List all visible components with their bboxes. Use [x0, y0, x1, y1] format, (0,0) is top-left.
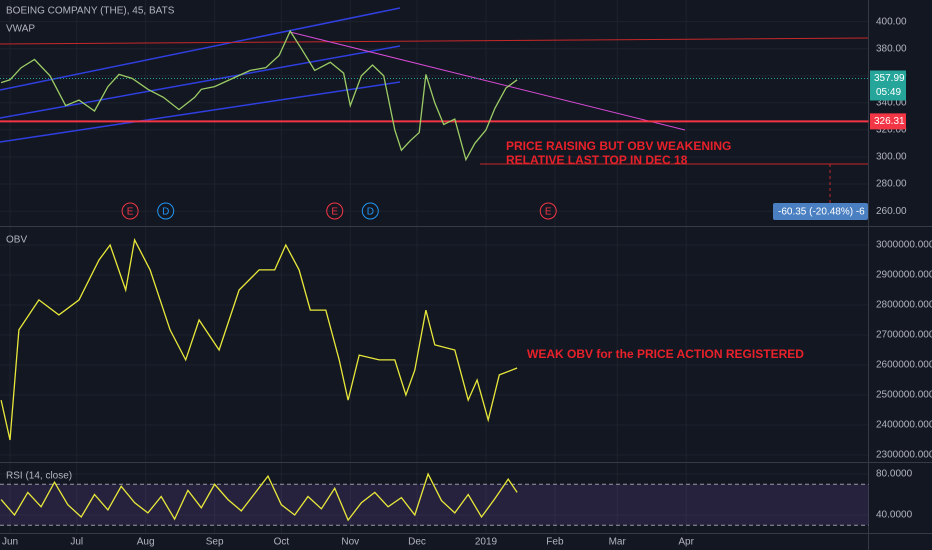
event-label: D	[367, 207, 374, 218]
y-tick-label: 380.00	[876, 43, 907, 54]
resistance-line	[0, 37, 869, 45]
rsi-band	[0, 484, 869, 526]
y-tick-label: 340.00	[876, 97, 907, 108]
y-tick-label: 2400000.0000	[876, 420, 932, 431]
y-tick-label: 2300000.0000	[876, 450, 932, 461]
x-tick-label: Mar	[609, 537, 627, 548]
event-label: E	[331, 207, 338, 218]
event-label: E	[127, 207, 134, 218]
y-tick-label: 320.00	[876, 125, 907, 136]
x-tick-label: Feb	[546, 537, 564, 548]
y-tick-label: 300.00	[876, 152, 907, 163]
trend-line	[289, 31, 686, 131]
event-marker	[157, 202, 175, 220]
trend-channel	[0, 45, 401, 119]
x-tick-label: Nov	[341, 537, 359, 548]
event-marker	[539, 202, 557, 220]
pane-title: OBV	[6, 235, 27, 246]
x-tick-label: Jun	[2, 537, 18, 548]
y-tick-label: 2800000.0000	[876, 300, 932, 311]
event-label: E	[545, 207, 552, 218]
measure-label: -60.35 (-20.48%) -6	[778, 207, 865, 218]
series-line	[0, 237, 518, 441]
y-tick-label: 2600000.0000	[876, 360, 932, 371]
trend-channel	[0, 7, 401, 91]
annotation: WEAK OBV for the PRICE ACTION REGISTERED	[527, 347, 804, 361]
event-marker	[361, 202, 379, 220]
x-tick-label: Sep	[206, 537, 224, 548]
y-tick-label: 280.00	[876, 179, 907, 190]
x-tick-label: Apr	[678, 537, 694, 548]
series-line	[0, 29, 518, 162]
last-price-box	[870, 70, 906, 101]
x-tick-label: Aug	[137, 537, 155, 548]
trend-channel	[0, 81, 401, 143]
indicator-name: VWAP	[6, 24, 35, 35]
pane-title: RSI (14, close)	[6, 471, 72, 482]
measure-box	[773, 203, 868, 220]
y-tick-label: 80.0000	[876, 469, 913, 480]
chart-title: BOEING COMPANY (THE), 45, BATS	[6, 6, 175, 17]
countdown-label: 05:49	[876, 87, 901, 98]
last-price-label: 357.99	[874, 73, 905, 84]
y-tick-label: 40.0000	[876, 510, 913, 521]
event-marker	[121, 202, 139, 220]
x-tick-label: 2019	[475, 537, 498, 548]
event-label: D	[162, 207, 169, 218]
series-line	[0, 472, 518, 522]
y-tick-label: 2700000.0000	[876, 330, 932, 341]
grid	[0, 0, 869, 533]
y-tick-label: 3000000.0000	[876, 240, 932, 251]
y-tick-label: 400.00	[876, 16, 907, 27]
x-tick-label: Jul	[70, 537, 83, 548]
annotation: RELATIVE LAST TOP IN DEC 18	[506, 153, 688, 167]
x-tick-label: Oct	[274, 537, 290, 548]
y-tick-label: 2500000.0000	[876, 390, 932, 401]
level-label: 326.31	[874, 116, 905, 127]
level-box	[870, 113, 906, 130]
x-tick-label: Dec	[408, 537, 426, 548]
annotation: PRICE RAISING BUT OBV WEAKENING	[506, 139, 731, 153]
y-tick-label: 260.00	[876, 206, 907, 217]
event-marker	[326, 202, 344, 220]
y-tick-label: 2900000.0000	[876, 270, 932, 281]
